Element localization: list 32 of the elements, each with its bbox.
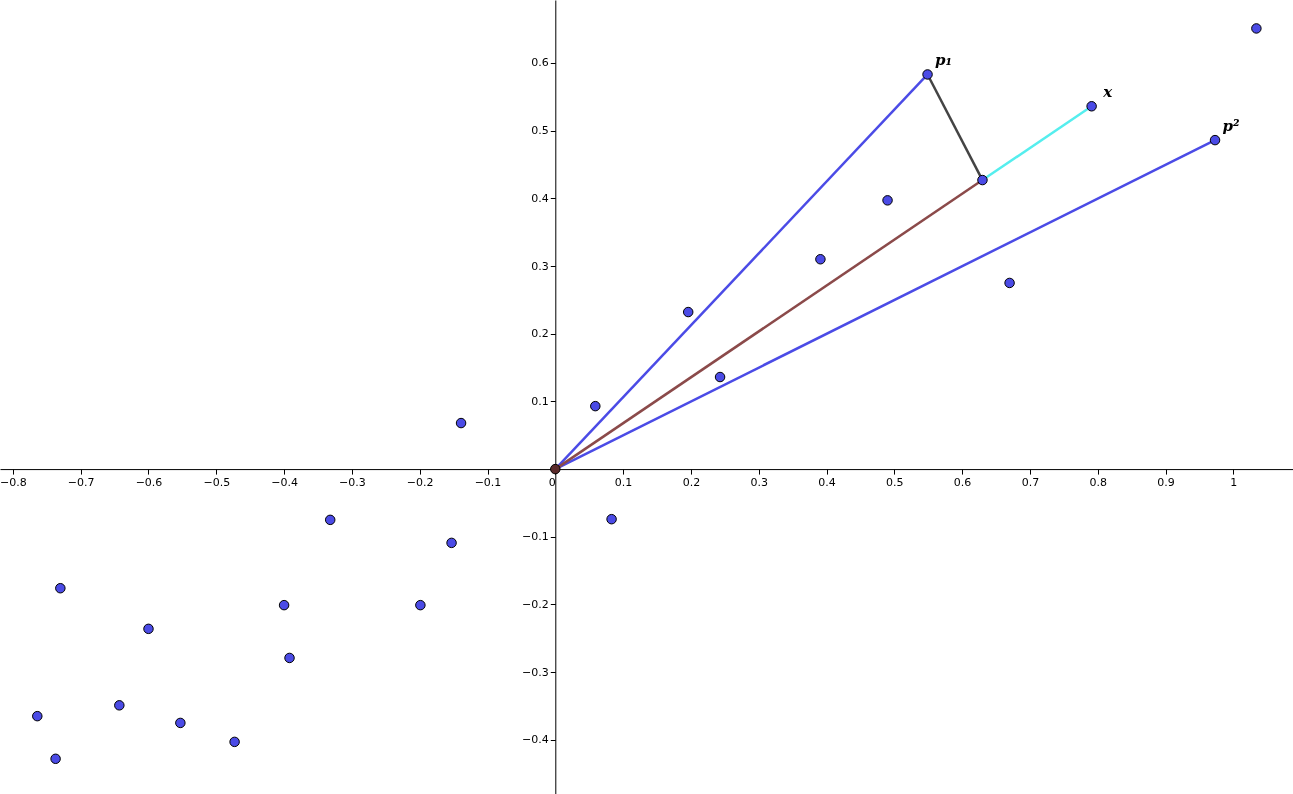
y-tick-label: 0.5 xyxy=(531,124,549,138)
y-tick-label: 0.6 xyxy=(531,56,549,70)
x-tick-label: 0.8 xyxy=(1089,475,1107,489)
x-tick-label: −0.6 xyxy=(135,475,163,489)
x-tick-label: 1 xyxy=(1230,475,1238,489)
x-tick-label: 0 xyxy=(548,475,556,489)
x-tick-label: −0.3 xyxy=(339,475,366,489)
series-label: p₁ xyxy=(935,51,953,70)
x-tick-label: 0.5 xyxy=(886,475,904,489)
x-tick-label: −0.4 xyxy=(271,475,298,489)
x-tick-label: 0.2 xyxy=(682,475,701,489)
x-tick-label: 0.4 xyxy=(818,475,836,489)
x-tick-label: 0.1 xyxy=(614,475,633,489)
x-tick-label: 0.9 xyxy=(1157,475,1175,489)
y-tick-label: −0.3 xyxy=(522,665,549,679)
y-tick-label: −0.2 xyxy=(522,597,549,611)
series-label: p² xyxy=(1222,117,1240,136)
x-tick-label: 0.6 xyxy=(953,475,972,489)
y-tick-label: 0.2 xyxy=(531,327,549,341)
y-tick-label: 0.1 xyxy=(531,394,549,408)
x-tick-label: −0.7 xyxy=(67,475,95,489)
x-tick-label: 0.3 xyxy=(750,475,768,489)
x-tick-label: 0.7 xyxy=(1021,475,1040,489)
x-tick-label: −0.1 xyxy=(474,475,502,489)
x-tick-label: −0.8 xyxy=(0,475,27,489)
y-tick-label: 0.3 xyxy=(531,259,549,273)
x-tick-label: −0.5 xyxy=(203,475,231,489)
x-tick-label: −0.2 xyxy=(406,475,434,489)
y-tick-label: −0.4 xyxy=(522,733,549,747)
y-tick-label: −0.1 xyxy=(522,530,549,544)
series-label: x xyxy=(1102,83,1114,102)
y-tick-label: 0.4 xyxy=(531,191,549,205)
